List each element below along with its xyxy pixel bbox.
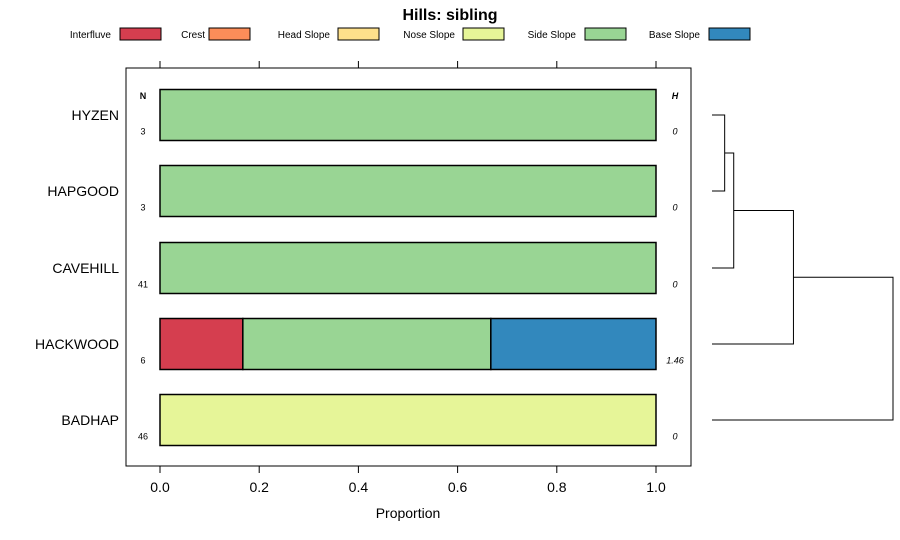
n-value-badhap: 46 <box>138 432 148 442</box>
bar-hackwood-side-slope <box>242 317 492 371</box>
x-tick-label-3: 0.6 <box>448 479 468 495</box>
row-label-badhap: BADHAP <box>61 412 119 428</box>
bar-badhap-nose-slope <box>159 393 657 447</box>
x-tick-label-1: 0.2 <box>249 479 269 495</box>
row-label-hyzen: HYZEN <box>72 107 119 123</box>
legend-label-base-slope: Base Slope <box>649 30 701 41</box>
bar-rows: HYZEN 3 0 HAPGOOD 3 0 CAVEHILL 41 0 HACKWOOD 6 1.46… <box>35 88 684 447</box>
x-axis: 0.0 0.2 0.4 0.6 0.8 1.0 <box>150 466 666 495</box>
legend-swatch-nose-slope <box>462 27 505 41</box>
x-tick-label-0: 0.0 <box>150 479 170 495</box>
h-value-hapgood: 0 <box>672 203 677 213</box>
dendrogram-link-2 <box>712 210 794 345</box>
legend-label-side-slope: Side Slope <box>528 30 577 41</box>
legend-swatch-side-slope <box>584 27 627 41</box>
top-axis-ticks <box>159 61 657 68</box>
n-column-header: N <box>140 91 147 101</box>
bar-hapgood-side-slope <box>159 164 657 218</box>
bar-cavehill-side-slope <box>159 241 657 295</box>
h-value-badhap: 0 <box>672 432 677 442</box>
plot-panel <box>125 67 692 467</box>
dendrogram-link-0 <box>712 114 726 192</box>
x-tick-label-2: 0.4 <box>349 479 369 495</box>
legend-swatch-crest <box>208 27 251 41</box>
x-tick-label-4: 0.8 <box>547 479 567 495</box>
legend-swatch-head-slope <box>337 27 380 41</box>
legend-label-crest: Crest <box>181 30 205 41</box>
n-value-hyzen: 3 <box>140 127 145 137</box>
dendrogram-link-1 <box>712 152 735 269</box>
dendrogram-link-3 <box>712 276 894 421</box>
legend-label-interfluve: Interfluve <box>70 30 112 41</box>
x-axis-label: Proportion <box>376 505 441 521</box>
row-label-hapgood: HAPGOOD <box>47 183 119 199</box>
bar-hackwood-base-slope <box>490 317 657 371</box>
bar-hackwood-interfluve <box>159 317 244 371</box>
legend-label-nose-slope: Nose Slope <box>403 30 455 41</box>
legend: Interfluve Crest Head Slope Nose Slope Side … <box>70 27 751 41</box>
h-value-hackwood: 1.46 <box>666 356 684 366</box>
x-tick-label-5: 1.0 <box>646 479 666 495</box>
legend-swatch-base-slope <box>708 27 751 41</box>
bar-hyzen-side-slope <box>159 88 657 142</box>
h-value-hyzen: 0 <box>672 127 677 137</box>
dendrogram <box>712 114 894 421</box>
n-value-hapgood: 3 <box>140 203 145 213</box>
row-label-cavehill: CAVEHILL <box>52 260 119 276</box>
legend-swatch-interfluve <box>119 27 162 41</box>
chart-title: Hills: sibling <box>402 7 497 24</box>
h-value-cavehill: 0 <box>672 280 677 290</box>
h-column-header: H <box>672 91 679 101</box>
row-label-hackwood: HACKWOOD <box>35 336 119 352</box>
legend-label-head-slope: Head Slope <box>278 30 331 41</box>
n-value-hackwood: 6 <box>140 356 145 366</box>
n-value-cavehill: 41 <box>138 280 148 290</box>
